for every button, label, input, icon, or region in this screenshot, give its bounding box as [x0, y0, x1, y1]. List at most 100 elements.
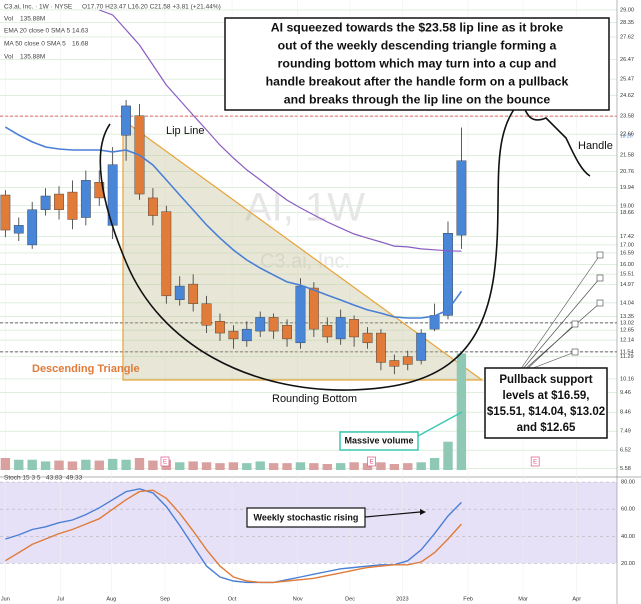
volume-bar	[148, 460, 158, 470]
x-tick-label: Aug	[106, 596, 116, 602]
volume-bar	[67, 461, 78, 470]
y-tick-label: 26.47	[620, 57, 634, 63]
volume-bar	[228, 462, 239, 470]
earnings-marker	[530, 456, 540, 467]
candle-body	[0, 194, 11, 231]
countdown: 1d 2h	[620, 133, 633, 139]
annotation-line: rounding bottom which may turn into a cu…	[278, 56, 557, 70]
volume-bar	[362, 463, 373, 470]
volume-bar	[429, 458, 440, 470]
y-tick-label: 13.02	[620, 320, 634, 326]
x-tick-label: Jun	[1, 596, 10, 602]
candle-body	[282, 325, 292, 340]
candle-body	[121, 105, 131, 136]
stoch-label: Stoch 15 3 5	[4, 475, 41, 482]
lip-line-label: Lip Line	[166, 125, 205, 137]
volume-bar	[335, 463, 346, 470]
annotation-line: and breaks through the lip line on the b…	[284, 92, 551, 106]
stoch-box	[246, 507, 366, 528]
candle-body	[80, 180, 91, 218]
header-symbol: C3.ai, Inc. · 1W · NYSE	[4, 4, 73, 11]
y-tick-label: 23.58	[620, 114, 634, 120]
candle-body	[215, 321, 225, 334]
candle-body	[40, 195, 51, 210]
stoch-k-label: 43.83	[46, 475, 63, 482]
stoch-tick-label: 20.00	[621, 561, 635, 567]
pullback-box	[484, 367, 608, 439]
earnings-marker	[160, 456, 170, 467]
candle-body	[67, 191, 78, 220]
y-tick-label: 6.52	[620, 448, 631, 454]
pullback-line: Pullback support	[499, 374, 592, 386]
candle-body	[362, 332, 373, 344]
y-tick-label: 15.51	[620, 272, 634, 278]
volume-bar	[322, 464, 332, 470]
volume-bar	[121, 459, 131, 470]
header-ema: EMA 20 close 0 SMA 5	[4, 28, 71, 35]
triangle-label: Descending Triangle	[32, 363, 140, 375]
y-tick-label: 9.46	[620, 390, 631, 396]
candle-body	[349, 319, 359, 338]
cup-and-handle	[99, 101, 591, 391]
x-tick-label: Feb	[463, 596, 473, 602]
candle-body	[335, 317, 346, 340]
candle-body	[402, 356, 413, 365]
header-vol2: Vol	[4, 54, 14, 61]
volume-box	[339, 431, 419, 451]
volume-bar	[295, 462, 306, 470]
header-vol: Vol	[4, 16, 14, 23]
candle-body	[308, 287, 319, 330]
volume-bar	[14, 459, 24, 470]
bottom-label: Rounding Bottom	[272, 393, 357, 405]
annotation-line: handle breakout after the handle form on…	[266, 74, 569, 88]
volume-bar	[188, 461, 198, 470]
x-tick-label: Jul	[57, 596, 64, 602]
header-vol-value: 135.88M	[20, 16, 45, 23]
volume-bar	[40, 461, 51, 470]
y-tick-label: 11.54	[620, 349, 634, 355]
earnings-label: E	[370, 460, 374, 466]
volume-bar	[443, 441, 453, 470]
pullback-pointers	[519, 251, 604, 371]
candle-body	[174, 285, 185, 300]
volume-bar	[54, 460, 64, 470]
volume-bar	[416, 462, 426, 470]
volume-bar	[268, 463, 279, 470]
stoch-annotation: Weekly stochastic rising	[254, 512, 359, 522]
volume-label: Massive volume	[344, 435, 413, 445]
candle-body	[295, 285, 306, 344]
header-ema-value: 14.63	[72, 28, 89, 35]
candle-body	[255, 317, 266, 332]
volume-bar	[215, 463, 225, 470]
volume-bar	[94, 460, 104, 470]
candle-body	[148, 197, 158, 216]
candle-body	[188, 283, 199, 304]
stoch-d-label: 49.33	[66, 475, 83, 482]
annotation-line: out of the weekly descending triangle fo…	[278, 38, 557, 52]
candle-body	[13, 225, 24, 234]
y-tick-label: 27.62	[620, 34, 634, 40]
y-tick-label: 12.65	[620, 328, 634, 334]
volume-bar	[309, 463, 319, 470]
y-tick-label: 14.97	[620, 282, 634, 288]
annotation-box	[224, 17, 610, 111]
y-tick-label: 28.35	[620, 20, 634, 26]
earnings-label: E	[533, 460, 537, 466]
candle-body	[429, 315, 440, 330]
x-tick-label: Nov	[293, 596, 303, 602]
annotation-line: AI squeezed towards the $23.58 lip line …	[271, 20, 564, 34]
header-vol2-value: 135.88M	[20, 54, 45, 61]
candle-body	[443, 232, 453, 316]
volume-bar	[255, 461, 265, 470]
header-ma-value: 16.68	[72, 41, 89, 48]
x-tick-label: Apr	[572, 596, 581, 602]
y-tick-label: 17.42	[620, 234, 634, 240]
y-tick-label: 25.47	[620, 77, 634, 83]
volume-bar	[282, 463, 292, 470]
candle-body	[416, 332, 427, 361]
y-tick-label: 18.66	[620, 210, 634, 216]
pullback-line: $15.51, $14.04, $13.02	[487, 406, 605, 418]
earnings-label: E	[163, 460, 167, 466]
y-tick-label: 24.62	[620, 93, 634, 99]
